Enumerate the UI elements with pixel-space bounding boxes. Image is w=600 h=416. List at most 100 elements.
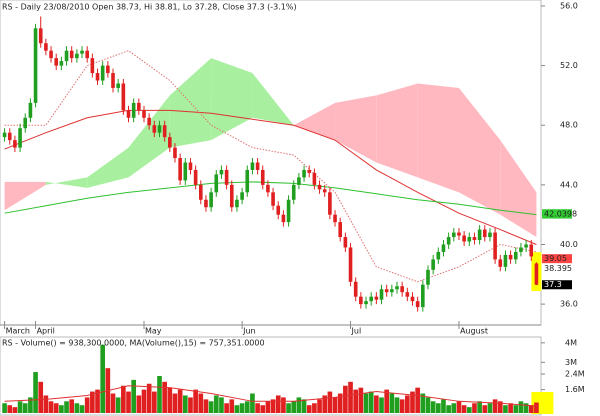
y-tick-label: 44.0 (560, 180, 578, 189)
volume-bar (281, 397, 286, 413)
candle-body (529, 244, 534, 257)
candle-body (162, 125, 167, 138)
candle-body (23, 117, 28, 129)
volume-bar (327, 391, 333, 413)
candle-body (281, 214, 286, 223)
volume-bar (121, 385, 126, 413)
volume-bar (275, 395, 281, 413)
candle-body (482, 229, 487, 238)
candle-body (415, 301, 420, 308)
volume-bar (456, 401, 462, 413)
candle-body (59, 61, 64, 66)
volume-bar (482, 405, 488, 413)
volume-bar (48, 401, 54, 413)
candle-body (2, 132, 7, 138)
candle-body (508, 254, 513, 260)
volume-bar (389, 393, 395, 413)
indicator-line (4, 181, 537, 216)
price-tag (542, 209, 572, 219)
candle-body (317, 184, 322, 190)
volume-bar (172, 393, 178, 413)
volume-bar (508, 403, 513, 413)
volume-bar (446, 405, 451, 413)
candle-body (100, 65, 105, 81)
candle-body (467, 237, 472, 242)
cloud-segment (45, 177, 88, 188)
volume-bar (126, 391, 131, 413)
candle-body (276, 205, 281, 215)
volume-bar (84, 397, 90, 413)
cloud-segment (458, 87, 501, 215)
candle-body (229, 184, 234, 208)
volume-bar (523, 403, 529, 413)
cloud-segment (293, 102, 336, 141)
volume-bar (188, 397, 193, 413)
price-tag-label: 38.395 (544, 264, 572, 273)
candle-body (85, 50, 90, 59)
volume-bar (229, 399, 235, 413)
price-tag (542, 254, 572, 264)
x-tick-label: August (460, 327, 488, 336)
candle-body (204, 199, 208, 208)
volume-bar (255, 403, 260, 413)
y-tick-label: 52.0 (560, 61, 578, 70)
indicator-line (4, 109, 537, 245)
candle-body (116, 83, 120, 88)
candle-body (291, 184, 296, 200)
cloud-segment (4, 181, 46, 211)
volume-bar (291, 401, 297, 413)
candle-body (44, 43, 48, 51)
cloud-segment (417, 83, 459, 193)
cloud-segment (128, 95, 170, 178)
price-tag-label: 42.0398 (544, 210, 577, 219)
candle-body (126, 110, 131, 118)
volume-bar (38, 381, 44, 413)
volume-bar (337, 393, 343, 413)
candle-body (271, 192, 275, 206)
volume-bar (451, 403, 457, 413)
candle-body (446, 237, 451, 245)
candle-body (395, 286, 399, 290)
volume-tick-label: 2.4M (565, 370, 585, 379)
volume-bar (415, 387, 420, 413)
candle-body (400, 286, 404, 293)
volume-bar (477, 401, 482, 413)
candle-body (364, 301, 368, 305)
candle-body (235, 199, 239, 208)
candle-body (137, 102, 141, 111)
chart-title: RS - Daily 23/08/2010 Open 38.73, Hi 38.… (2, 3, 297, 12)
volume-bar (234, 405, 240, 413)
volume-bar (115, 397, 121, 413)
price-tag-label: 39.05 (544, 254, 567, 263)
candle-body (436, 251, 441, 260)
candle-body (286, 199, 291, 223)
volume-bar (95, 389, 100, 413)
volume-bar (420, 393, 426, 413)
candle-body (219, 169, 224, 175)
candle-body (457, 232, 461, 236)
volume-bar (343, 385, 348, 413)
candle-body (451, 232, 456, 238)
candle-body (240, 192, 244, 200)
volume-bar (332, 397, 338, 413)
candle-body (338, 222, 343, 238)
volume-bar (301, 399, 307, 413)
volume-bar (28, 397, 33, 413)
cloud-segment (211, 58, 253, 141)
candle-body (472, 237, 477, 241)
candle-body (147, 117, 151, 126)
candle-body (307, 169, 312, 173)
candle-body (410, 296, 415, 302)
volume-bar (244, 401, 250, 413)
candle-body (80, 50, 84, 54)
volume-bar (208, 401, 214, 413)
candle-body (188, 162, 193, 170)
cloud-segment (500, 140, 537, 238)
volume-bar (162, 381, 167, 413)
candle-body (209, 192, 213, 208)
candle-body (312, 172, 317, 185)
y-tick-label: 36.0 (560, 300, 578, 309)
candle-body (173, 147, 177, 159)
cloud-segment (376, 83, 418, 178)
candle-body (7, 132, 12, 141)
